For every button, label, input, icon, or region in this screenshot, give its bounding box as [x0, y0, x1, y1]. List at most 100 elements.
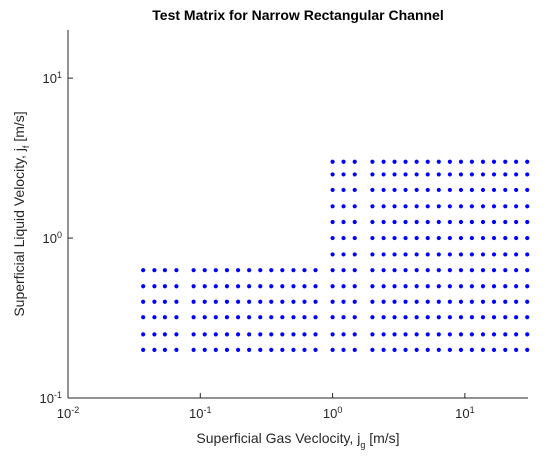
data-point — [213, 332, 218, 337]
data-point — [414, 172, 419, 177]
data-point — [381, 268, 386, 273]
data-point — [191, 332, 196, 337]
data-point — [235, 284, 241, 289]
data-point — [313, 299, 318, 304]
data-point — [381, 219, 386, 225]
data-point — [425, 252, 430, 257]
data-point — [341, 219, 346, 225]
data-point — [491, 159, 497, 164]
data-point — [174, 284, 179, 289]
data-point — [258, 268, 263, 273]
data-point — [458, 284, 464, 289]
data-point — [191, 315, 196, 320]
data-point — [141, 299, 146, 304]
data-point — [235, 268, 241, 273]
data-point — [503, 219, 508, 225]
data-point — [392, 284, 397, 289]
data-point — [436, 172, 441, 177]
data-point — [235, 347, 241, 352]
data-point — [414, 219, 419, 225]
data-point — [480, 204, 486, 209]
data-point — [480, 235, 486, 241]
data-point — [491, 299, 497, 304]
data-point — [291, 299, 296, 304]
data-point — [269, 332, 274, 337]
data-point — [392, 159, 397, 164]
data-point — [403, 235, 408, 241]
data-point — [191, 268, 196, 273]
data-point — [235, 332, 241, 337]
data-point — [202, 315, 207, 320]
data-point — [514, 204, 519, 209]
data-point — [491, 235, 497, 241]
data-point — [425, 284, 430, 289]
data-point — [162, 284, 167, 289]
data-point — [514, 284, 519, 289]
data-point — [414, 235, 419, 241]
data-point — [491, 347, 497, 352]
data-point — [370, 268, 375, 273]
data-point — [224, 347, 230, 352]
data-point — [491, 187, 497, 193]
data-point — [392, 252, 397, 257]
data-point — [213, 299, 218, 304]
data-point — [503, 187, 508, 193]
data-point — [447, 235, 452, 241]
data-point — [174, 315, 179, 320]
data-point — [370, 187, 375, 193]
data-point — [341, 159, 346, 164]
data-point — [414, 252, 419, 257]
data-point — [341, 204, 346, 209]
data-point — [352, 284, 357, 289]
data-point — [341, 268, 346, 273]
data-point — [403, 332, 408, 337]
data-point — [330, 159, 335, 164]
data-point — [174, 299, 179, 304]
data-point — [414, 284, 419, 289]
data-point — [302, 268, 307, 273]
data-point — [436, 268, 441, 273]
data-point — [352, 332, 357, 337]
data-point — [370, 252, 375, 257]
data-point — [480, 284, 486, 289]
data-point — [370, 235, 375, 241]
data-point — [403, 268, 408, 273]
data-point — [525, 284, 530, 289]
data-point — [152, 299, 157, 304]
data-point — [514, 187, 519, 193]
data-point — [447, 299, 452, 304]
data-point — [425, 315, 430, 320]
data-point — [503, 315, 508, 320]
data-point — [330, 187, 335, 193]
data-point — [381, 299, 386, 304]
data-point — [381, 187, 386, 193]
data-point — [330, 204, 335, 209]
data-point — [224, 284, 230, 289]
data-point — [491, 204, 497, 209]
data-point — [503, 204, 508, 209]
data-point — [480, 299, 486, 304]
data-point — [480, 219, 486, 225]
data-point — [436, 187, 441, 193]
data-point — [352, 187, 357, 193]
data-point — [514, 332, 519, 337]
x-axis-label: Superficial Gas Veclocity, jg [m/s] — [196, 430, 399, 450]
data-point — [352, 235, 357, 241]
data-point — [458, 219, 464, 225]
data-point — [313, 315, 318, 320]
data-point — [414, 299, 419, 304]
data-point — [152, 284, 157, 289]
data-point — [191, 299, 196, 304]
data-point — [480, 332, 486, 337]
data-point — [503, 159, 508, 164]
data-point — [162, 347, 167, 352]
data-point — [174, 268, 179, 273]
data-point — [313, 347, 318, 352]
data-point — [491, 315, 497, 320]
data-point — [302, 332, 307, 337]
data-point — [280, 332, 285, 337]
data-point — [469, 159, 475, 164]
data-point — [525, 332, 530, 337]
data-point — [392, 347, 397, 352]
data-point — [458, 159, 464, 164]
